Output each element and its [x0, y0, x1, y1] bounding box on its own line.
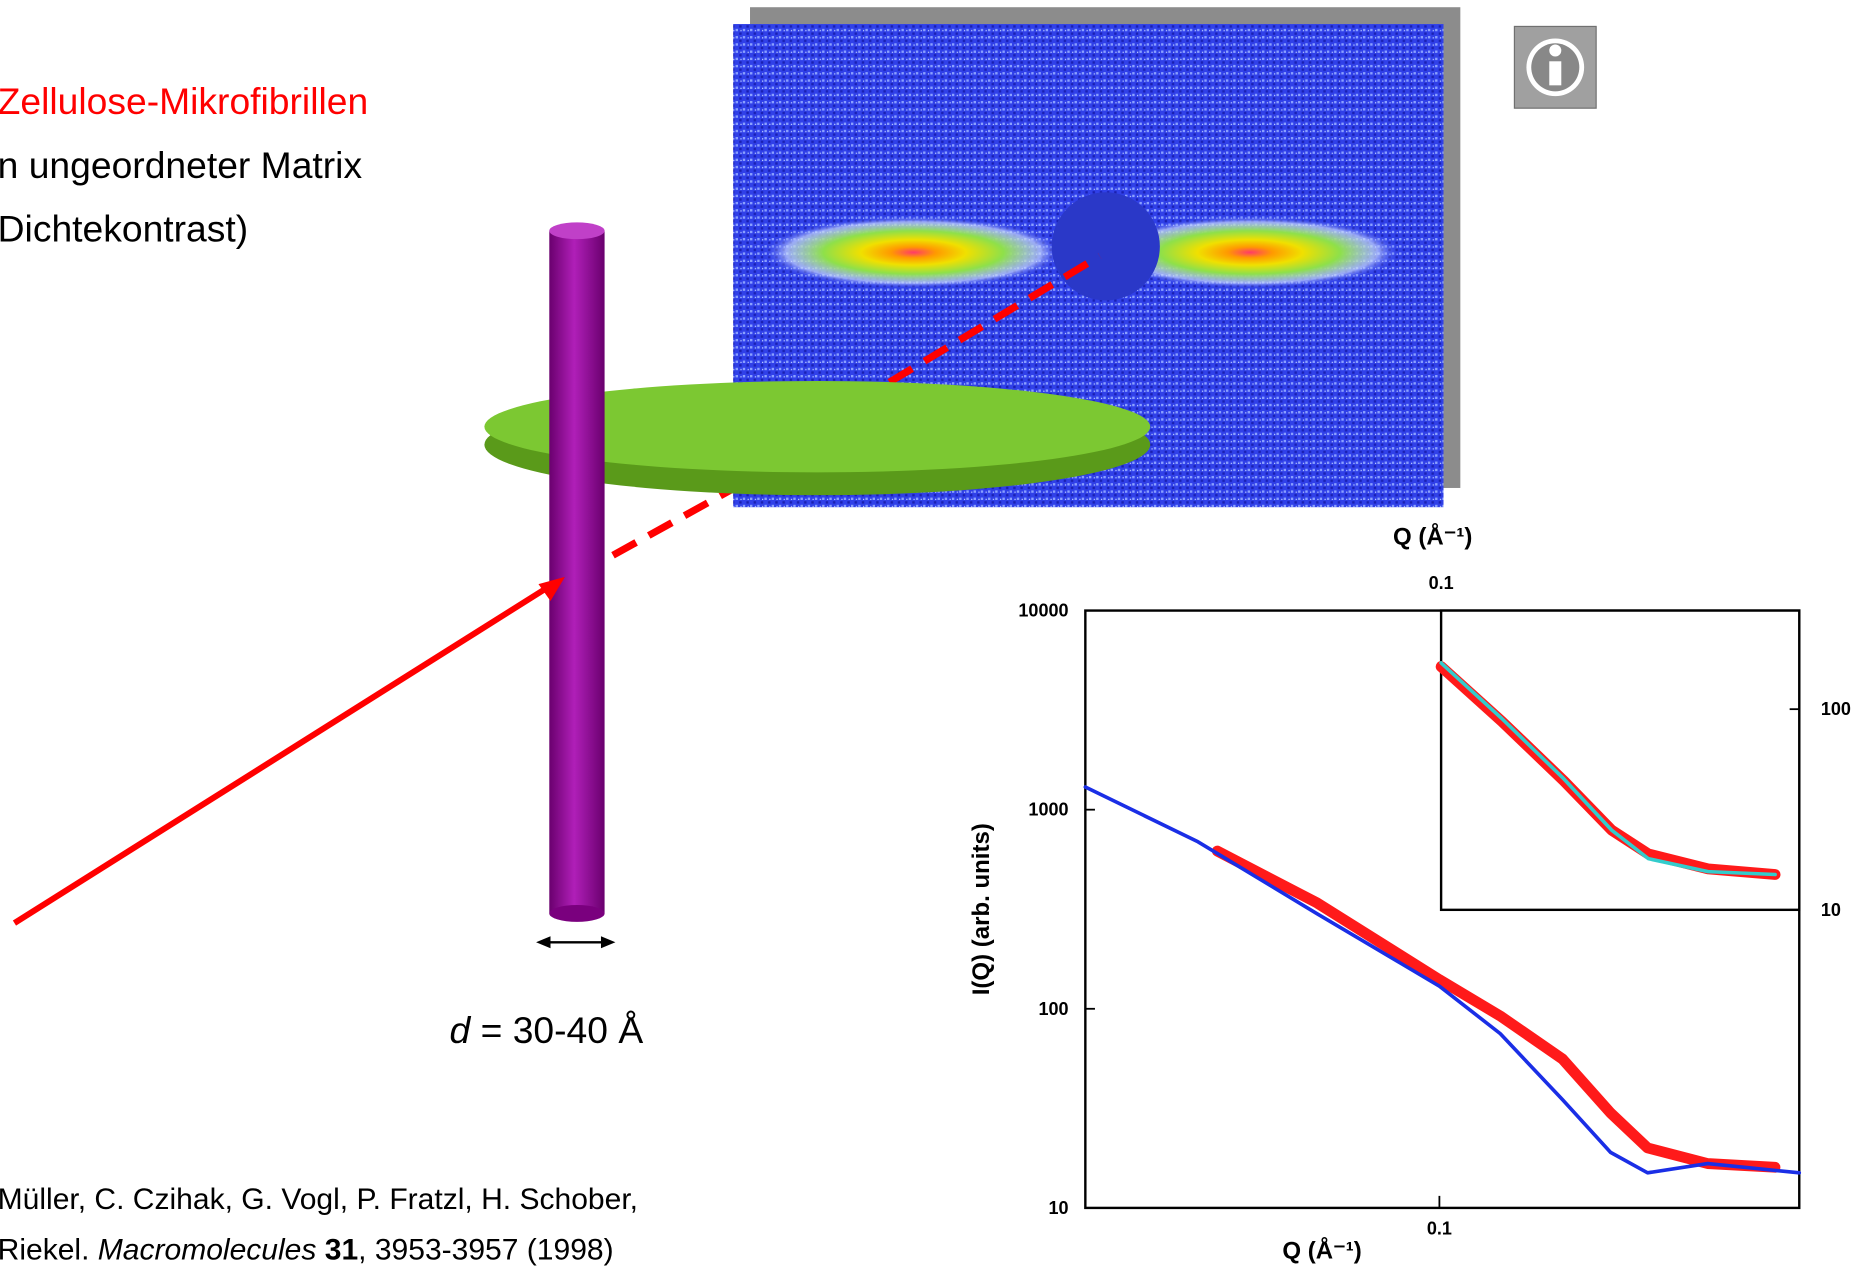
- y-tick-label: 10: [1821, 900, 1841, 920]
- incident-beam: [12, 581, 555, 926]
- y-tick-label: 100: [1038, 999, 1068, 1019]
- heading: n ungeordneter Matrix: [0, 144, 362, 186]
- x-tick-label: 0.1: [1427, 1218, 1452, 1238]
- charts: 10 100 1000 10000 0.1 Q (Å⁻¹) I(Q) (arb. units…: [968, 522, 1851, 1264]
- arrowhead: [538, 576, 565, 601]
- microfibril-bottom: [549, 905, 605, 922]
- y-tick-label: 1000: [1028, 800, 1068, 820]
- arrowhead: [536, 936, 551, 949]
- x-axis-title: Q (Å⁻¹): [1393, 522, 1472, 550]
- scatter-lobe: [1099, 216, 1401, 289]
- disk: [484, 381, 1151, 473]
- citation: Riekel. Macromolecules 31, 3953-3957 (19…: [0, 1234, 614, 1267]
- microfibril: [549, 230, 605, 914]
- y-tick-label: 100: [1821, 699, 1851, 719]
- heading: Zellulose-Mikrofibrillen: [0, 80, 368, 122]
- heading: Dichtekontrast): [0, 208, 248, 250]
- y-axis-title: I(Q) (arb. units): [968, 823, 995, 995]
- x-axis-title: Q (Å⁻¹): [1282, 1236, 1361, 1264]
- y-tick-label: 10: [1048, 1198, 1068, 1218]
- y-tick-label: 10000: [1018, 601, 1068, 621]
- dimension-label: d = 30-40 Å: [450, 1009, 644, 1051]
- data-band: [1211, 845, 1781, 1173]
- info-icon: [1549, 61, 1562, 86]
- x-tick-label: 0.1: [1429, 573, 1454, 593]
- fit-line: [1439, 661, 1777, 877]
- microfibril-top: [549, 222, 605, 240]
- scatter-lobe: [763, 216, 1064, 289]
- citation: Müller, C. Czihak, G. Vogl, P. Fratzl, H…: [0, 1183, 638, 1216]
- info-icon: [1549, 44, 1562, 57]
- beamstop: [1051, 192, 1160, 301]
- plot-area: [1439, 609, 1801, 912]
- fit-line: [1083, 785, 1802, 1175]
- scattered-beam: [887, 252, 1102, 386]
- arrowhead: [600, 936, 616, 949]
